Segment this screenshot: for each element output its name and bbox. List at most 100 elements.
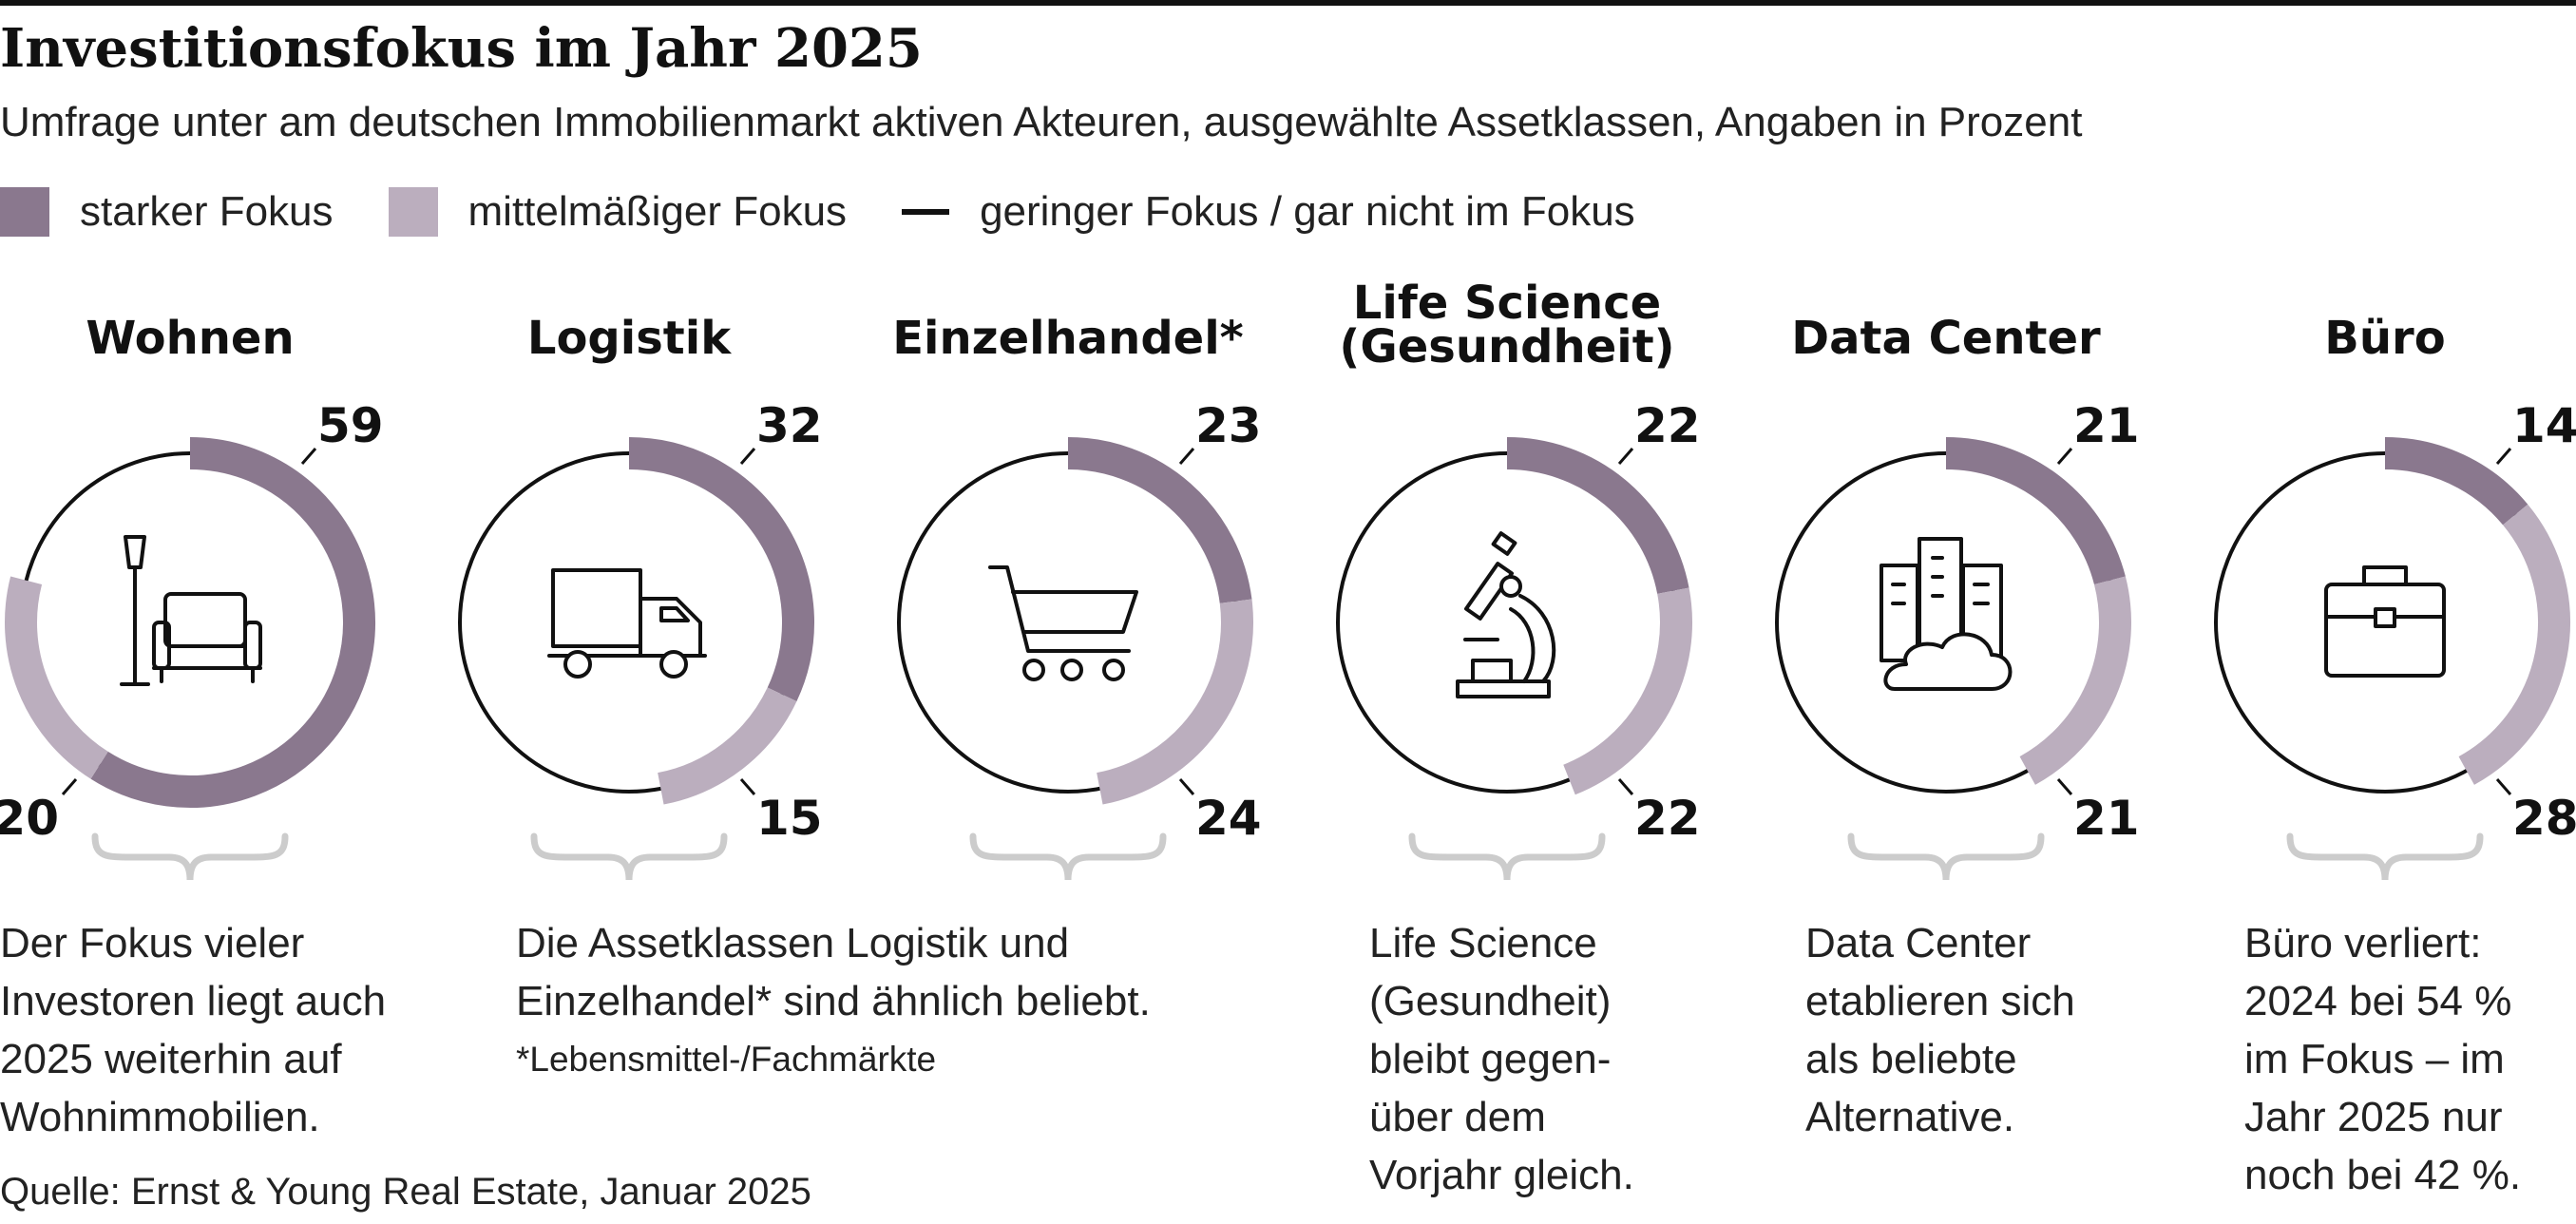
legend-label-low: geringer Fokus / gar nicht im Fokus bbox=[980, 188, 1635, 235]
legend-label-strong: starker Fokus bbox=[80, 188, 334, 235]
note-line: über dem bbox=[1369, 1094, 1546, 1140]
note-line: Data Center bbox=[1805, 920, 2032, 966]
value-label-strong: 23 bbox=[1195, 398, 1262, 453]
legend-swatch-medium bbox=[388, 187, 438, 237]
truck-icon bbox=[547, 568, 707, 679]
sofa-lamp-icon bbox=[120, 535, 262, 686]
value-label-medium: 22 bbox=[1634, 791, 1701, 846]
note-data-center: Data Center etablieren sich als beliebte… bbox=[1805, 914, 2075, 1146]
briefcase-icon bbox=[2324, 565, 2446, 678]
note-line: bleibt gegen- bbox=[1369, 1036, 1612, 1082]
label-leader bbox=[300, 448, 317, 465]
value-label-medium: 21 bbox=[2073, 791, 2140, 846]
arc-strong bbox=[1067, 437, 1252, 604]
arc-medium bbox=[5, 576, 108, 779]
category-title: Wohnen bbox=[86, 312, 294, 365]
arc-medium bbox=[657, 687, 797, 805]
arc-strong bbox=[2384, 437, 2528, 526]
label-leader bbox=[1617, 778, 1634, 795]
note-wohnen: Der Fokus vieler Investoren liegt auch 2… bbox=[0, 914, 386, 1146]
legend-item-low: geringer Fokus / gar nicht im Fokus bbox=[902, 188, 1635, 236]
note-buero: Büro verliert: 2024 bei 54 % im Fokus – … bbox=[2244, 914, 2521, 1204]
label-leader bbox=[739, 778, 756, 795]
label-leader bbox=[1178, 778, 1195, 795]
note-line: 2024 bei 54 % bbox=[2244, 978, 2512, 1024]
note-line: Die Assetklassen Logistik und bbox=[516, 920, 1070, 966]
note-line: Wohnimmobilien. bbox=[0, 1094, 320, 1140]
legend-item-medium: mittelmäßiger Fokus bbox=[388, 187, 848, 237]
note-line: als beliebte bbox=[1805, 1036, 2017, 1082]
data-center-cloud-icon bbox=[1880, 537, 2013, 691]
value-label-medium: 28 bbox=[2512, 791, 2576, 846]
arc-strong bbox=[1506, 437, 1689, 595]
label-leader bbox=[2056, 778, 2073, 795]
note-line: im Fokus – im bbox=[2244, 1036, 2505, 1082]
note-line: (Gesundheit) bbox=[1369, 978, 1612, 1024]
donut-chart: Life Science(Gesundheit) 22 22 bbox=[1336, 277, 1701, 881]
label-leader bbox=[61, 778, 78, 795]
donut-chart: Wohnen 59 20 bbox=[0, 312, 384, 881]
note-line: Life Science bbox=[1369, 920, 1597, 966]
legend-item-strong: starker Fokus bbox=[0, 187, 334, 237]
label-leader bbox=[739, 448, 756, 465]
arc-strong bbox=[1945, 437, 2126, 585]
note-line: Alternative. bbox=[1805, 1094, 2015, 1140]
label-leader bbox=[1178, 448, 1195, 465]
legend-label-medium: mittelmäßiger Fokus bbox=[467, 188, 848, 235]
label-leader bbox=[1617, 448, 1634, 465]
category-title: (Gesundheit) bbox=[1339, 320, 1674, 373]
footnote: *Lebensmittel-/Fachmärkte bbox=[516, 1040, 937, 1079]
note-line: Investoren liegt auch bbox=[0, 978, 387, 1024]
arc-medium bbox=[1096, 599, 1253, 805]
value-label-strong: 14 bbox=[2512, 398, 2576, 453]
donut-chart: Büro 14 28 bbox=[2214, 312, 2576, 881]
brace-divider bbox=[2286, 832, 2484, 881]
brace-divider bbox=[1408, 832, 1606, 881]
shopping-cart-icon bbox=[988, 565, 1138, 681]
arc-strong bbox=[628, 437, 814, 702]
note-line: Einzelhandel* sind ähnlich beliebt. bbox=[516, 978, 1151, 1024]
chart-title: Investitionsfokus im Jahr 2025 bbox=[0, 17, 923, 80]
value-label-strong: 21 bbox=[2073, 398, 2140, 453]
source-note: Quelle: Ernst & Young Real Estate, Janua… bbox=[0, 1171, 811, 1213]
arc-strong bbox=[90, 437, 375, 808]
donut-chart: Data Center 21 21 bbox=[1775, 312, 2140, 881]
donut-chart: Einzelhandel* 23 24 bbox=[892, 312, 1262, 881]
note-line: 2025 weiterhin auf bbox=[0, 1036, 342, 1082]
note-line: Jahr 2025 nur bbox=[2244, 1094, 2503, 1140]
arc-medium bbox=[2458, 504, 2570, 785]
note-line: Vorjahr gleich. bbox=[1369, 1152, 1634, 1198]
label-leader bbox=[2056, 448, 2073, 465]
legend-dash-low bbox=[902, 209, 950, 215]
note-line: Büro verliert: bbox=[2244, 920, 2482, 966]
top-rule bbox=[0, 0, 2576, 6]
note-line: Der Fokus vieler bbox=[0, 920, 305, 966]
value-label-medium: 24 bbox=[1195, 791, 1262, 846]
brace-divider bbox=[1847, 832, 2045, 881]
chart-subtitle: Umfrage unter am deutschen Immobilienmar… bbox=[0, 99, 2083, 145]
label-leader bbox=[2495, 778, 2512, 795]
note-life-science: Life Science (Gesundheit) bleibt gegen- … bbox=[1369, 914, 1634, 1204]
note-line: etablieren sich bbox=[1805, 978, 2075, 1024]
value-label-medium: 20 bbox=[0, 791, 59, 846]
category-title: Einzelhandel* bbox=[892, 312, 1244, 365]
note-logistik-einzelhandel: Die Assetklassen Logistik und Einzelhand… bbox=[516, 914, 1151, 1030]
category-title: Life Science bbox=[1353, 277, 1661, 330]
value-label-strong: 59 bbox=[317, 398, 384, 453]
donut-chart: Logistik 32 15 bbox=[458, 312, 823, 881]
legend: starker Fokus mittelmäßiger Fokus gering… bbox=[0, 185, 1690, 239]
microscope-icon bbox=[1456, 531, 1556, 698]
category-title: Büro bbox=[2324, 312, 2445, 365]
legend-swatch-strong bbox=[0, 187, 49, 237]
category-title: Logistik bbox=[527, 312, 732, 365]
arc-medium bbox=[2019, 576, 2131, 785]
value-label-strong: 22 bbox=[1634, 398, 1701, 453]
note-line: noch bei 42 %. bbox=[2244, 1152, 2522, 1198]
value-label-strong: 32 bbox=[756, 398, 823, 453]
brace-divider bbox=[530, 832, 728, 881]
arc-medium bbox=[1563, 587, 1692, 795]
label-leader bbox=[2495, 448, 2512, 465]
brace-divider bbox=[969, 832, 1167, 881]
value-label-medium: 15 bbox=[756, 791, 823, 846]
